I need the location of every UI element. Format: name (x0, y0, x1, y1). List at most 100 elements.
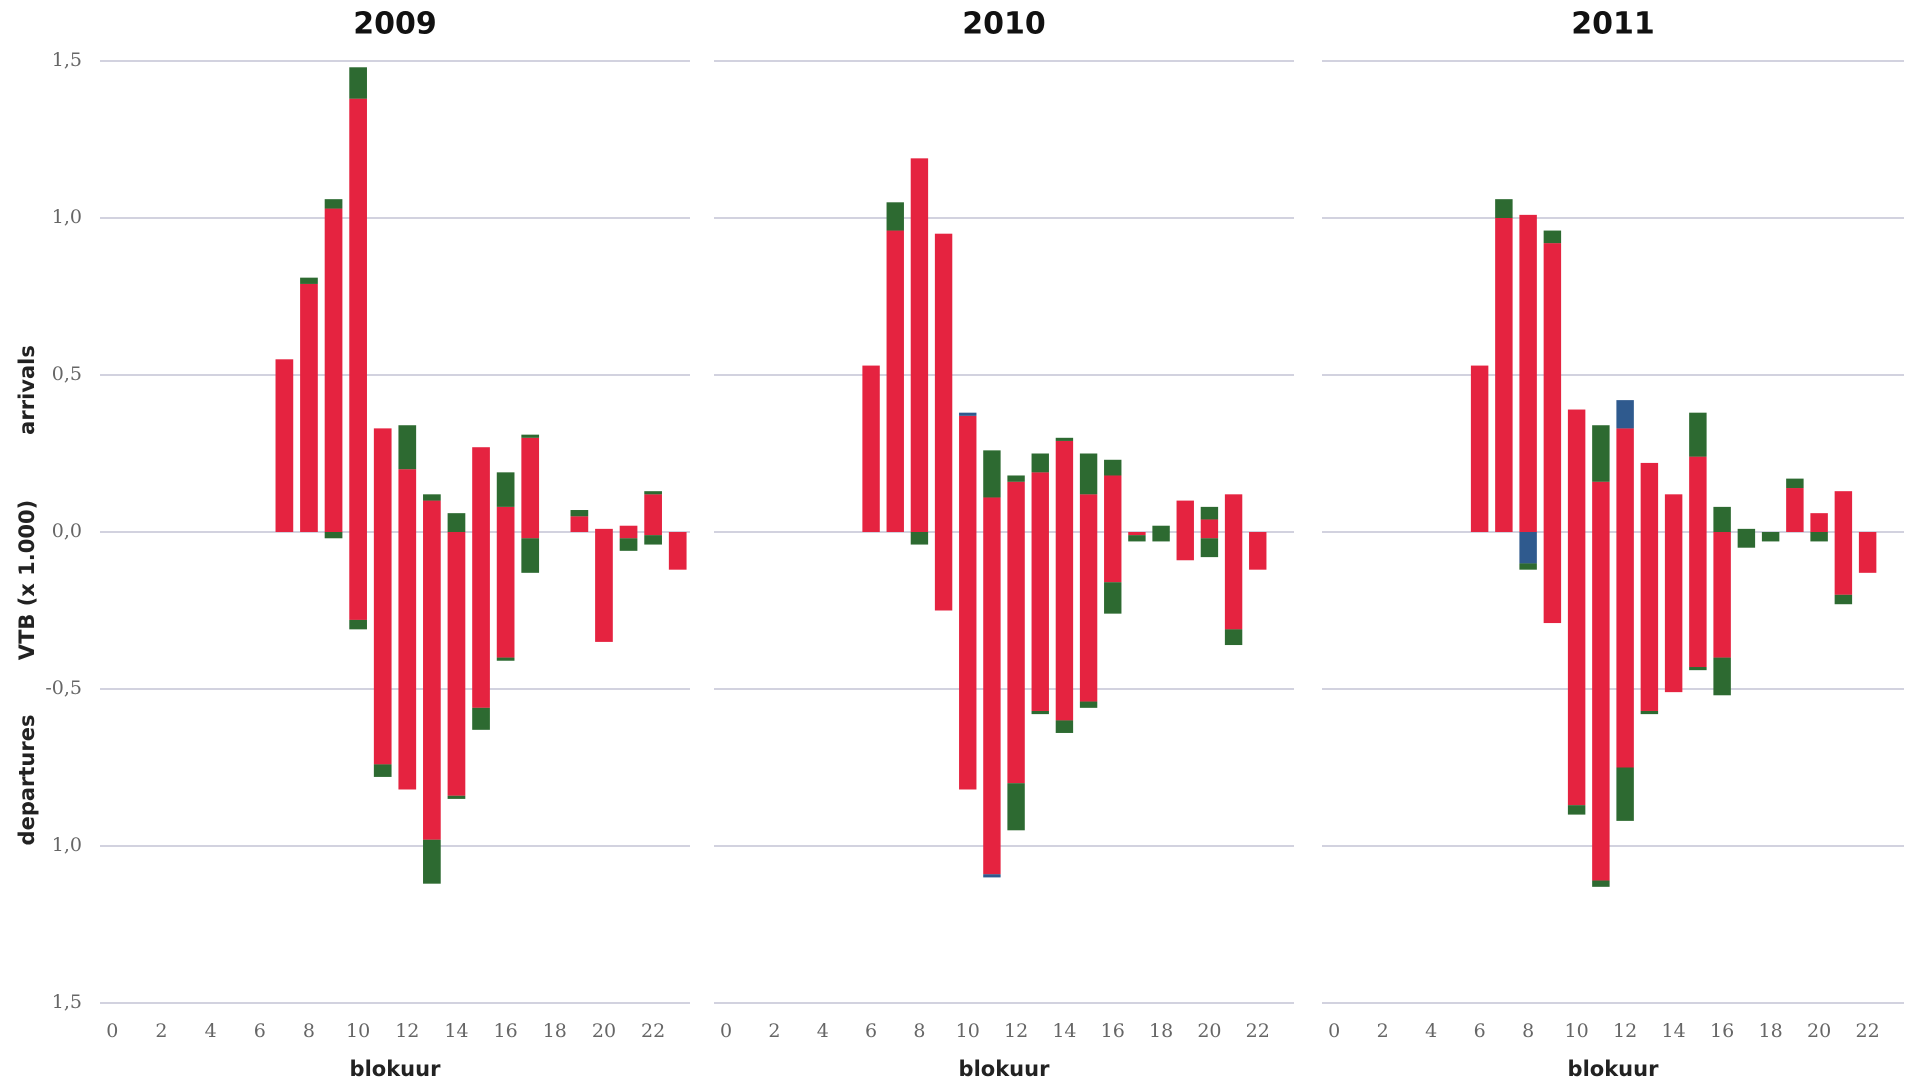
bar-segment (1689, 532, 1707, 668)
bar-segment (619, 525, 638, 532)
bar-segment (644, 494, 662, 532)
x-tick-label: 10 (1565, 1020, 1589, 1042)
bar-segment (570, 516, 589, 532)
bar-segment (496, 472, 515, 507)
bar-segment (496, 506, 515, 532)
bar-segment (1761, 532, 1780, 542)
bar-segment (1031, 532, 1049, 711)
x-tick-label: 4 (205, 1020, 217, 1042)
bar-segment (1224, 629, 1243, 646)
bar-segment (1055, 440, 1074, 532)
bar-segment (1543, 243, 1562, 532)
bar-segment (1200, 506, 1219, 520)
x-axis-label: blokuur (1568, 1057, 1660, 1081)
bar-segment (349, 619, 367, 630)
bar-segment (1031, 472, 1049, 532)
bar-segment (619, 538, 638, 551)
x-tick-label: 4 (817, 1020, 829, 1042)
bar-segment (1834, 491, 1853, 532)
bar-segment (423, 500, 441, 532)
chart-title: 2009 (353, 7, 437, 42)
bar-segment (1616, 400, 1634, 429)
bar-segment (1519, 214, 1537, 533)
bar-segment (1810, 532, 1828, 542)
bar-segment (1104, 459, 1122, 476)
x-tick-label: 12 (395, 1020, 419, 1042)
bar-segment (1249, 532, 1267, 570)
bar-segment (1786, 488, 1804, 532)
bar-segment (1567, 532, 1586, 806)
bar-segment (1104, 582, 1122, 614)
bar-segment (1543, 532, 1562, 624)
bar-segment (349, 98, 367, 533)
bar-segment (521, 434, 540, 438)
x-tick-label: 2 (768, 1020, 780, 1042)
x-tick-label: 10 (346, 1020, 370, 1042)
x-tick-label: 6 (1474, 1020, 1486, 1042)
bar-segment (521, 437, 540, 532)
x-tick-label: 12 (1613, 1020, 1637, 1042)
bar-segment (1689, 456, 1707, 532)
bar-segment (983, 497, 1001, 532)
y-tick-label: 0,0 (52, 520, 82, 542)
bar-segment (934, 233, 953, 532)
y-tick-label: 1,5 (52, 991, 82, 1013)
bar-segment (447, 513, 466, 532)
bar-segment (983, 450, 1001, 498)
x-tick-label: 6 (254, 1020, 266, 1042)
bar-segment (1200, 519, 1219, 532)
bar-segment (1200, 538, 1219, 558)
bar-segment (570, 510, 589, 517)
bar-segment (983, 874, 1001, 878)
y-tick-label: 1,0 (52, 834, 82, 856)
chart-title: 2011 (1571, 7, 1655, 42)
bar-segment (1713, 506, 1731, 532)
bar-segment (1834, 594, 1853, 605)
x-tick-label: 4 (1425, 1020, 1437, 1042)
chart-title: 2010 (962, 7, 1046, 42)
bar-segment (300, 283, 318, 532)
bar-segment (1128, 535, 1146, 542)
x-tick-label: 20 (1807, 1020, 1831, 1042)
bar-segment (324, 208, 343, 532)
bar-segment (1224, 494, 1243, 532)
bar-segment (472, 707, 490, 730)
bar-segment (1616, 767, 1634, 821)
bar-segment (1128, 532, 1146, 536)
bar-segment (1567, 409, 1586, 532)
bar-segment (349, 67, 367, 99)
bar-segment (1616, 532, 1634, 768)
bar-segment (521, 538, 540, 573)
bar-segment (1519, 563, 1537, 570)
x-tick-label: 16 (1710, 1020, 1734, 1042)
bar-segment (1495, 218, 1513, 532)
x-tick-label: 0 (1328, 1020, 1340, 1042)
bar-segment (423, 532, 441, 840)
x-tick-label: 22 (1856, 1020, 1880, 1042)
bar-segment (1592, 532, 1610, 881)
x-tick-label: 6 (865, 1020, 877, 1042)
bar-segment (423, 839, 441, 884)
annotation: arrivals (15, 345, 39, 435)
bar-segment (447, 532, 466, 796)
bar-segment (1104, 475, 1122, 532)
x-tick-label: 0 (720, 1020, 732, 1042)
bar-segment (1495, 199, 1513, 218)
bar-segment (275, 359, 294, 532)
bar-segment (1737, 528, 1756, 532)
bar-segment (1689, 667, 1707, 671)
x-tick-label: 14 (1052, 1020, 1076, 1042)
bar-segment (1055, 437, 1074, 441)
bar-segment (1592, 880, 1610, 887)
x-tick-label: 18 (1759, 1020, 1783, 1042)
bar-segment (1152, 532, 1170, 542)
x-tick-label: 2 (155, 1020, 167, 1042)
y-tick-label: 0,5 (52, 363, 82, 385)
bar-segment (668, 532, 687, 570)
bar-segment (934, 532, 953, 611)
bar-segment (959, 415, 977, 532)
bar-segment (398, 469, 417, 532)
bar-segment (1007, 532, 1025, 784)
bar-segment (1007, 481, 1025, 532)
bar-segment (1519, 532, 1537, 564)
